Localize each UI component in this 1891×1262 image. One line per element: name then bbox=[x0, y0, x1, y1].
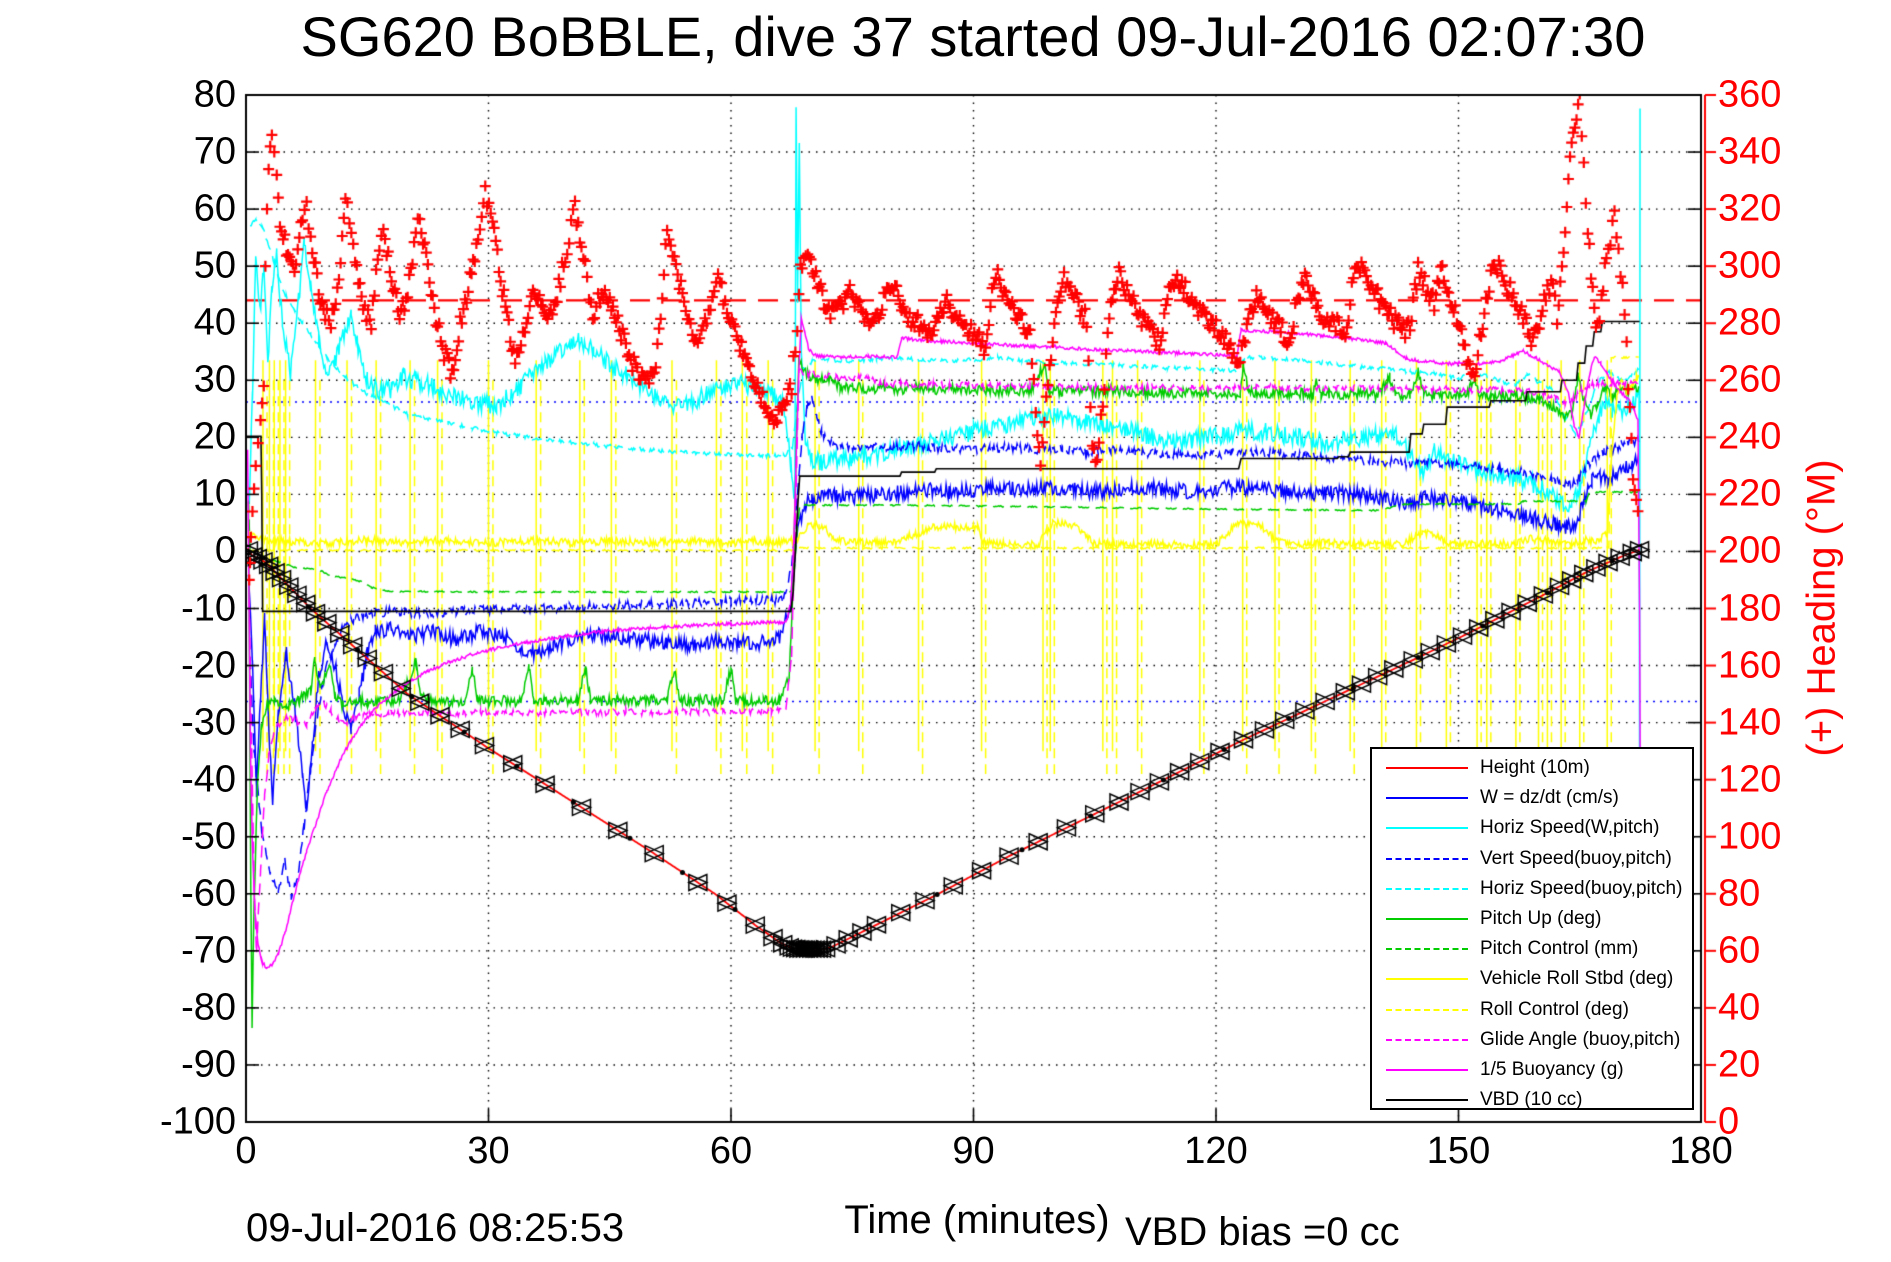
legend-entry: Pitch Up (deg) bbox=[1372, 904, 1692, 934]
legend-entry-label: Vehicle Roll Stbd (deg) bbox=[1480, 968, 1674, 990]
x-axis-tick-label: 120 bbox=[1184, 1130, 1248, 1172]
legend-line-sample bbox=[1386, 857, 1468, 860]
right-axis-tick-label: 280 bbox=[1718, 301, 1782, 344]
right-axis-tick-label: 200 bbox=[1718, 529, 1782, 572]
left-axis-tick-label: 30 bbox=[193, 358, 236, 401]
legend-entry: Glide Angle (buoy,pitch) bbox=[1372, 1025, 1692, 1055]
right-axis-tick-label: 340 bbox=[1718, 130, 1782, 173]
legend-line-sample bbox=[1386, 767, 1468, 769]
x-axis-tick-label: 150 bbox=[1426, 1130, 1491, 1172]
left-axis-tick-label: -30 bbox=[181, 701, 236, 744]
legend-entry: Vert Speed(buoy,pitch) bbox=[1372, 844, 1692, 874]
right-axis-tick-label: 20 bbox=[1718, 1043, 1761, 1086]
legend-line-sample bbox=[1386, 1069, 1468, 1071]
left-axis-tick-label: -90 bbox=[181, 1043, 236, 1086]
left-axis-tick-label: 50 bbox=[193, 244, 236, 287]
vbd-bias-annotation: VBD bias =0 cc bbox=[1125, 1210, 1400, 1254]
plot-title: SG620 BoBBLE, dive 37 started 09-Jul-201… bbox=[300, 5, 1646, 68]
legend-entry-label: Pitch Up (deg) bbox=[1480, 908, 1602, 929]
legend-entry: Horiz Speed(buoy,pitch) bbox=[1372, 874, 1692, 904]
left-axis-tick-label: 60 bbox=[193, 187, 236, 230]
left-axis-tick-label: 40 bbox=[193, 301, 236, 344]
legend-line-sample bbox=[1386, 797, 1468, 800]
right-axis-tick-label: 360 bbox=[1718, 73, 1782, 116]
legend-line-sample bbox=[1386, 978, 1468, 981]
x-axis-tick-label: 0 bbox=[235, 1130, 257, 1172]
legend-entry-label: Horiz Speed(W,pitch) bbox=[1480, 817, 1660, 839]
right-axis-tick-label: 100 bbox=[1718, 815, 1782, 858]
right-axis-tick-label: 240 bbox=[1718, 415, 1782, 458]
legend-entry-label: Horiz Speed(buoy,pitch) bbox=[1480, 877, 1683, 899]
right-axis-tick-label: 60 bbox=[1718, 929, 1761, 972]
legend-entry: Vehicle Roll Stbd (deg) bbox=[1372, 964, 1692, 994]
x-axis-label: Time (minutes) bbox=[844, 1198, 1110, 1242]
legend-entry-label: Height (10m) bbox=[1480, 757, 1590, 778]
legend-entry-label: 1/5 Buoyancy (g) bbox=[1480, 1059, 1624, 1080]
right-axis-tick-label: 40 bbox=[1718, 986, 1761, 1029]
left-axis-tick-label: -10 bbox=[181, 587, 236, 629]
right-axis-tick-label: 0 bbox=[1718, 1100, 1740, 1143]
left-axis-tick-label: -40 bbox=[181, 758, 236, 801]
legend-entry: Height (10m) bbox=[1372, 753, 1692, 783]
left-axis-tick-label: 80 bbox=[193, 73, 236, 116]
legend-line-sample bbox=[1386, 887, 1468, 890]
right-axis-tick-label: 180 bbox=[1718, 587, 1782, 629]
left-axis-tick-label: 70 bbox=[193, 130, 236, 173]
x-axis-tick-label: 90 bbox=[952, 1130, 995, 1172]
legend-entry: 1/5 Buoyancy (g) bbox=[1372, 1055, 1692, 1085]
left-axis-tick-label: -70 bbox=[181, 929, 236, 972]
legend-entry: Horiz Speed(W,pitch) bbox=[1372, 813, 1692, 843]
left-axis-tick-label: -80 bbox=[181, 986, 236, 1029]
right-axis-tick-label: 320 bbox=[1718, 187, 1782, 230]
legend-entry-label: Pitch Control (mm) bbox=[1480, 938, 1639, 960]
right-axis-tick-label: 160 bbox=[1718, 644, 1782, 687]
right-axis-tick-label: 120 bbox=[1718, 758, 1782, 801]
right-axis-tick-label: 80 bbox=[1718, 872, 1761, 915]
left-axis-tick-label: 10 bbox=[193, 472, 236, 515]
right-axis-label: (+) Heading (°M) bbox=[1799, 459, 1844, 757]
left-axis-tick-label: 20 bbox=[193, 415, 236, 458]
dive-end-timestamp: 09-Jul-2016 08:25:53 bbox=[246, 1206, 625, 1250]
legend-line-sample bbox=[1386, 1038, 1468, 1041]
legend-line-sample bbox=[1386, 1008, 1468, 1011]
legend-line-sample bbox=[1386, 1099, 1468, 1102]
legend-box: Height (10m) W = dz/dt (cm/s) Horiz Speed(… bbox=[1370, 747, 1694, 1110]
legend-line-sample bbox=[1386, 827, 1468, 830]
legend-entry: W = dz/dt (cm/s) bbox=[1372, 783, 1692, 813]
x-axis-tick-label: 60 bbox=[709, 1130, 753, 1172]
right-axis-tick-label: 300 bbox=[1718, 244, 1782, 287]
left-axis-tick-label: -100 bbox=[159, 1100, 236, 1143]
right-axis-tick-label: 260 bbox=[1718, 358, 1782, 401]
legend-entry: Roll Control (deg) bbox=[1372, 995, 1692, 1025]
x-axis-tick-label: 30 bbox=[467, 1130, 510, 1172]
left-axis-tick-label: 0 bbox=[214, 529, 236, 572]
left-axis-tick-label: -20 bbox=[181, 644, 236, 687]
legend-line-sample bbox=[1386, 918, 1468, 920]
legend-entry-label: Vert Speed(buoy,pitch) bbox=[1480, 847, 1672, 869]
legend-line-sample bbox=[1386, 948, 1468, 951]
left-axis-tick-label: -60 bbox=[181, 872, 236, 915]
x-axis-tick-label: 180 bbox=[1669, 1130, 1733, 1172]
right-axis-tick-label: 140 bbox=[1718, 701, 1782, 744]
legend-entry-label: Glide Angle (buoy,pitch) bbox=[1480, 1028, 1681, 1050]
left-axis-tick-label: -50 bbox=[181, 815, 236, 858]
right-axis-tick-label: 220 bbox=[1718, 472, 1782, 515]
legend-entry-label: VBD (10 cc) bbox=[1480, 1089, 1583, 1111]
legend-entry-label: W = dz/dt (cm/s) bbox=[1480, 787, 1619, 809]
legend-entry: VBD (10 cc) bbox=[1372, 1085, 1692, 1115]
legend-entry: Pitch Control (mm) bbox=[1372, 934, 1692, 964]
legend-entry-label: Roll Control (deg) bbox=[1480, 998, 1629, 1020]
